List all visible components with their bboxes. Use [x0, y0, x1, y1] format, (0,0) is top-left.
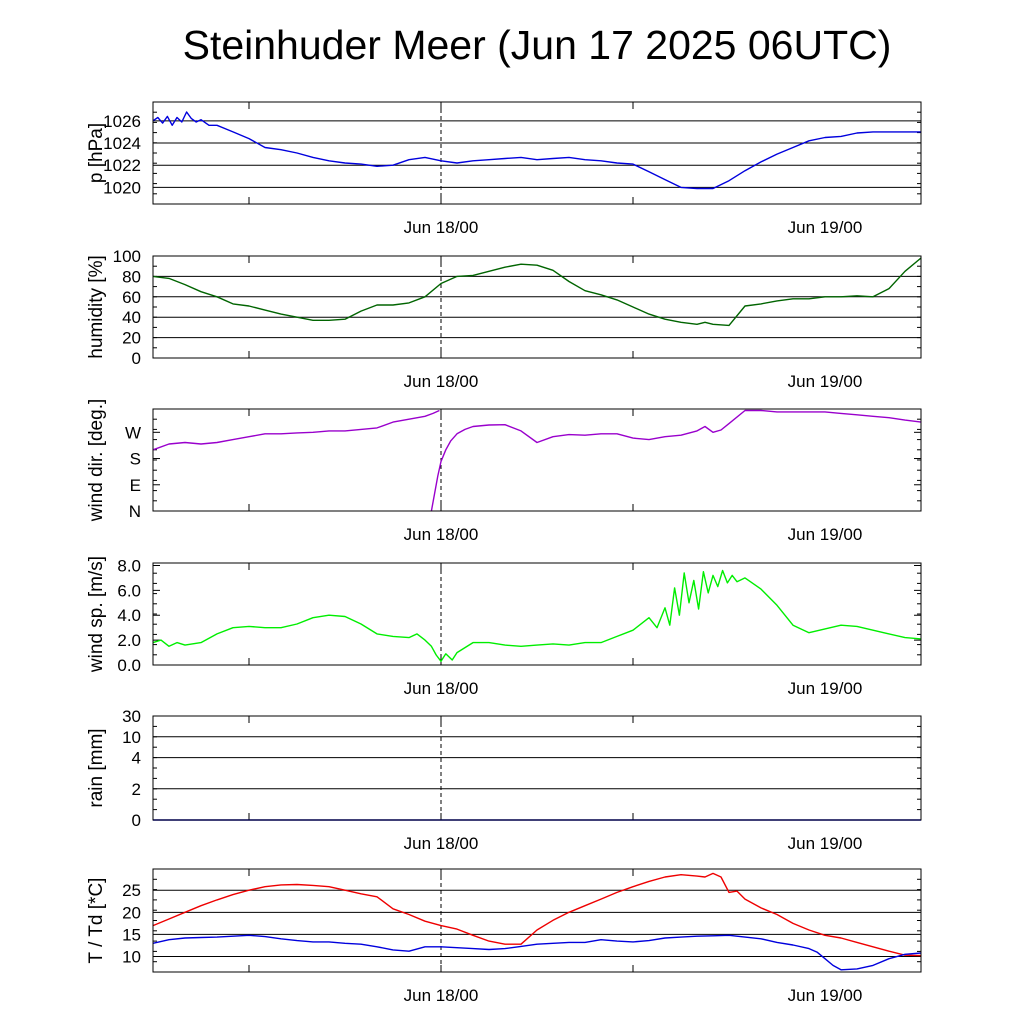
- y-tick-label: 4.0: [117, 606, 141, 625]
- y-tick-label: 100: [113, 247, 141, 266]
- x-tick-label: Jun 18/00: [404, 679, 479, 698]
- x-tick-label: Jun 19/00: [788, 986, 863, 1005]
- x-tick-label: Jun 19/00: [788, 834, 863, 853]
- y-axis-label: humidity [%]: [86, 255, 107, 358]
- y-tick-label: S: [130, 450, 141, 469]
- y-tick-label: 6.0: [117, 581, 141, 600]
- series-line-1: [152, 257, 922, 327]
- plot-frame: [152, 715, 922, 821]
- y-tick-label: W: [125, 423, 141, 442]
- y-axis-label: wind dir. [deg.]: [86, 399, 107, 523]
- y-tick-label: 0.0: [117, 656, 141, 675]
- plot-frame: [152, 101, 922, 205]
- y-tick-label: 10: [122, 948, 141, 967]
- y-tick-label: 15: [122, 925, 141, 944]
- y-tick-label: 0: [132, 811, 141, 830]
- y-tick-label: 4: [132, 749, 141, 768]
- y-tick-label: 20: [122, 903, 141, 922]
- y-tick-label: 40: [122, 308, 141, 327]
- y-tick-label: 1024: [103, 134, 141, 153]
- series-line-1: [152, 872, 922, 957]
- series-line-2: [430, 409, 922, 512]
- y-tick-label: 1020: [103, 178, 141, 197]
- y-tick-label: 8.0: [117, 556, 141, 575]
- y-axis-label: p [hPa]: [86, 123, 107, 183]
- y-tick-label: 25: [122, 881, 141, 900]
- x-tick-label: Jun 19/00: [788, 679, 863, 698]
- series-line-2: [152, 934, 922, 971]
- series-line-1: [152, 111, 921, 190]
- y-tick-label: 30: [122, 707, 141, 726]
- y-tick-label: 2: [132, 780, 141, 799]
- y-tick-label: 0: [132, 349, 141, 368]
- plot-frame: [152, 868, 922, 973]
- y-axis-label: T / Td [*C]: [86, 878, 107, 964]
- y-axis-label: wind sp. [m/s]: [86, 556, 107, 673]
- y-tick-label: E: [130, 476, 141, 495]
- y-tick-label: N: [129, 502, 141, 521]
- series-line-1: [152, 569, 922, 662]
- x-tick-label: Jun 18/00: [404, 834, 479, 853]
- y-tick-label: 1022: [103, 156, 141, 175]
- x-tick-label: Jun 19/00: [788, 525, 863, 544]
- y-tick-label: 2.0: [117, 631, 141, 650]
- series-line-1: [152, 409, 440, 451]
- y-tick-label: 80: [122, 267, 141, 286]
- y-axis-label: rain [mm]: [86, 728, 107, 807]
- x-tick-label: Jun 18/00: [404, 986, 479, 1005]
- x-tick-label: Jun 18/00: [404, 218, 479, 237]
- x-tick-label: Jun 19/00: [788, 372, 863, 391]
- chart-title: Steinhuder Meer (Jun 17 2025 06UTC): [182, 22, 892, 68]
- y-tick-label: 1026: [103, 112, 141, 131]
- y-tick-label: 60: [122, 288, 141, 307]
- x-tick-label: Jun 18/00: [404, 372, 479, 391]
- x-tick-label: Jun 19/00: [788, 218, 863, 237]
- y-tick-label: 10: [122, 728, 141, 747]
- x-tick-label: Jun 18/00: [404, 525, 479, 544]
- y-tick-label: 20: [122, 329, 141, 348]
- plot-frame: [152, 562, 922, 666]
- plot-frame: [152, 408, 922, 512]
- plot-frame: [152, 255, 922, 359]
